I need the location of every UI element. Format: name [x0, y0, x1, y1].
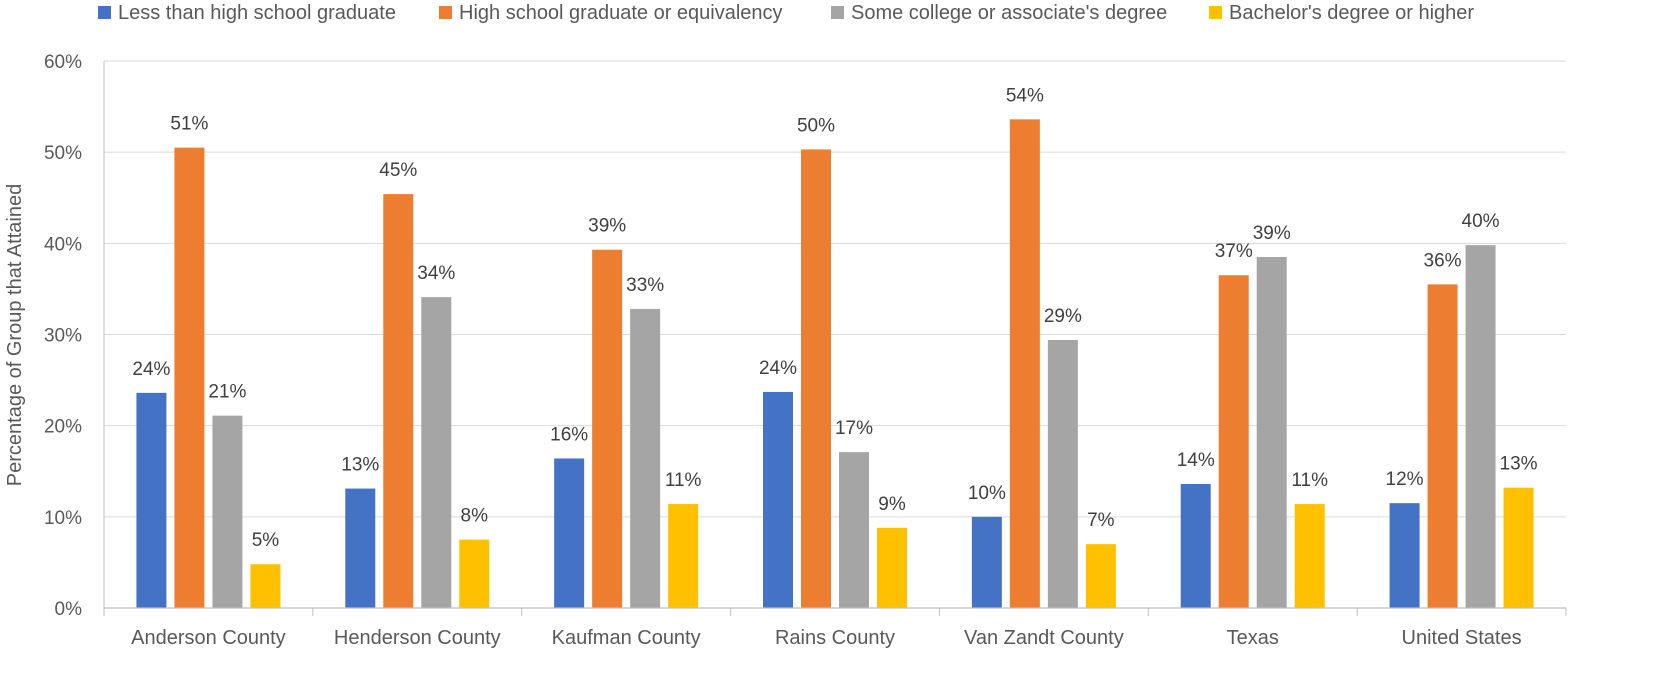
- bar-some-college-or-associate-s-degree: [1465, 245, 1496, 608]
- bar-some-college-or-associate-s-degree: [630, 308, 661, 608]
- x-tick-label: Anderson County: [131, 627, 286, 649]
- x-tick-label: Henderson County: [334, 627, 501, 649]
- legend: Less than high school graduate High schoo…: [98, 2, 1474, 24]
- bar-bachelor-s-degree-or-higher: [668, 504, 699, 608]
- data-label: 14%: [1177, 450, 1215, 471]
- data-label: 9%: [878, 494, 906, 515]
- data-label: 24%: [132, 359, 170, 380]
- bar-some-college-or-associate-s-degree: [212, 415, 243, 608]
- legend-swatch: [1209, 6, 1222, 19]
- data-label: 24%: [759, 358, 797, 379]
- bar-less-than-high-school-graduate: [136, 392, 167, 608]
- y-tick-label: 50%: [44, 143, 82, 164]
- data-label: 29%: [1044, 306, 1082, 327]
- bar-high-school-graduate-or-equivalency: [383, 194, 414, 608]
- data-label: 12%: [1386, 469, 1424, 490]
- bar-high-school-graduate-or-equivalency: [801, 149, 831, 608]
- x-tick-label: Texas: [1227, 627, 1279, 649]
- y-tick-label: 0%: [55, 599, 83, 620]
- bar-less-than-high-school-graduate: [1389, 503, 1420, 608]
- bar-bachelor-s-degree-or-higher: [1294, 504, 1325, 608]
- data-label: 21%: [208, 382, 246, 403]
- x-tick-label: United States: [1402, 627, 1522, 649]
- y-tick-label: 20%: [44, 417, 82, 438]
- bar-some-college-or-associate-s-degree: [1047, 339, 1078, 608]
- data-label: 39%: [588, 216, 626, 237]
- x-tick-label: Rains County: [775, 627, 895, 649]
- data-label: 17%: [835, 418, 873, 439]
- bar-high-school-graduate-or-equivalency: [1009, 119, 1040, 608]
- x-tick-label: Van Zandt County: [964, 627, 1124, 649]
- y-tick-label: 60%: [44, 52, 82, 73]
- data-label: 10%: [968, 483, 1006, 504]
- legend-label: High school graduate or equivalency: [459, 2, 783, 24]
- data-label: 34%: [417, 263, 455, 284]
- data-label: 13%: [1500, 454, 1538, 475]
- bars: [136, 119, 1534, 608]
- bar-bachelor-s-degree-or-higher: [877, 527, 907, 608]
- bar-less-than-high-school-graduate: [763, 391, 793, 608]
- y-tick-label: 30%: [44, 326, 82, 347]
- data-label: 8%: [461, 506, 489, 527]
- bar-less-than-high-school-graduate: [554, 458, 585, 608]
- bar-high-school-graduate-or-equivalency: [1427, 284, 1458, 608]
- bar-high-school-graduate-or-equivalency: [592, 249, 623, 608]
- y-tick-label: 40%: [44, 234, 82, 255]
- legend-label: Bachelor's degree or higher: [1229, 2, 1474, 24]
- bar-bachelor-s-degree-or-higher: [459, 539, 490, 608]
- data-label: 36%: [1424, 250, 1462, 271]
- data-label: 11%: [665, 470, 702, 491]
- bar-high-school-graduate-or-equivalency: [174, 147, 205, 608]
- legend-label: Less than high school graduate: [118, 2, 396, 24]
- data-label: 54%: [1006, 85, 1044, 106]
- data-label: 7%: [1087, 510, 1115, 531]
- x-tick-label: Kaufman County: [552, 627, 701, 649]
- data-label: 39%: [1253, 223, 1291, 244]
- legend-swatch: [831, 6, 844, 19]
- data-label: 51%: [170, 114, 208, 135]
- legend-swatch: [98, 6, 111, 19]
- bar-high-school-graduate-or-equivalency: [1218, 275, 1249, 608]
- data-labels: 24%13%16%24%10%14%12%51%45%39%50%54%37% 3…: [132, 85, 1537, 551]
- bar-bachelor-s-degree-or-higher: [250, 564, 281, 608]
- y-tick-label: 10%: [44, 508, 82, 529]
- x-axis: Anderson County Henderson County Kaufman C…: [103, 61, 1567, 649]
- legend-swatch: [439, 6, 452, 19]
- data-label: 33%: [626, 275, 664, 296]
- data-label: 13%: [341, 455, 379, 476]
- data-label: 5%: [252, 530, 280, 551]
- bar-bachelor-s-degree-or-higher: [1503, 487, 1534, 608]
- data-label: 50%: [797, 115, 835, 136]
- bar-less-than-high-school-graduate: [1180, 484, 1211, 608]
- y-axis-ticks: 0% 10% 20% 30% 40% 50% 60%: [44, 52, 82, 620]
- bar-some-college-or-associate-s-degree: [839, 452, 869, 608]
- bar-bachelor-s-degree-or-higher: [1085, 544, 1116, 608]
- data-label: 11%: [1291, 470, 1328, 491]
- bar-some-college-or-associate-s-degree: [1256, 257, 1287, 608]
- y-axis-label: Percentage of Group that Attained: [4, 184, 26, 486]
- data-label: 45%: [379, 160, 417, 181]
- data-label: 40%: [1462, 211, 1500, 232]
- data-label: 16%: [550, 424, 588, 445]
- legend-label: Some college or associate's degree: [851, 2, 1167, 24]
- bar-less-than-high-school-graduate: [345, 488, 376, 608]
- bar-some-college-or-associate-s-degree: [421, 297, 452, 608]
- data-label: 37%: [1215, 241, 1253, 262]
- bar-less-than-high-school-graduate: [971, 516, 1002, 608]
